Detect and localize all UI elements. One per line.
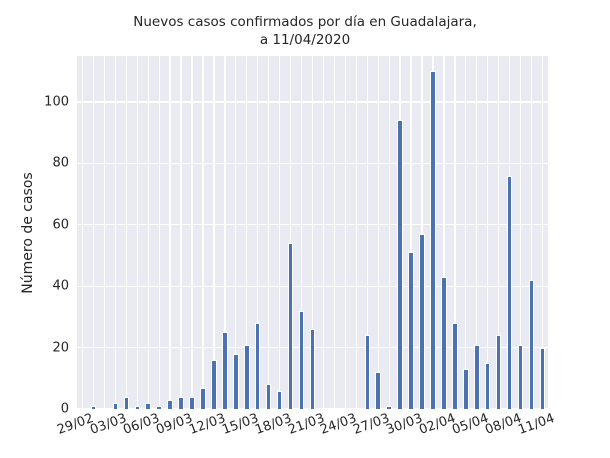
v-gridline <box>158 56 160 409</box>
bar-05-03 <box>134 405 140 409</box>
v-gridline <box>268 56 270 409</box>
v-gridline <box>498 56 500 409</box>
v-gridline <box>300 56 303 409</box>
bar-18-03 <box>276 390 283 409</box>
v-gridline <box>180 56 182 409</box>
v-gridline <box>410 56 412 409</box>
v-gridline <box>377 56 379 409</box>
bar-28-03 <box>386 405 392 409</box>
v-gridline <box>541 56 544 409</box>
bar-17-03 <box>265 384 272 409</box>
v-gridline <box>454 56 456 409</box>
bar-13-03 <box>222 332 228 409</box>
bar-20-03 <box>298 310 305 409</box>
v-gridline <box>136 56 138 409</box>
bar-12-03 <box>211 359 217 409</box>
bar-01-03 <box>90 405 97 409</box>
v-gridline <box>213 56 215 409</box>
bar-02-04 <box>441 277 447 409</box>
bar-03-04 <box>452 323 458 409</box>
chart-title: Nuevos casos confirmados por día en Guad… <box>133 14 477 30</box>
v-gridline <box>388 56 390 409</box>
v-gridline <box>355 56 357 409</box>
v-gridline <box>147 56 149 409</box>
v-gridline <box>114 56 116 409</box>
bar-06-03 <box>145 402 151 409</box>
chart-subtitle: a 11/04/2020 <box>259 32 351 48</box>
v-gridline <box>530 56 533 409</box>
v-gridline <box>191 56 193 409</box>
v-gridline <box>519 56 522 409</box>
bar-04-03 <box>123 396 130 409</box>
v-gridline <box>278 56 281 409</box>
bar-27-03 <box>375 372 381 409</box>
x-tick-label: 11/04 <box>515 411 557 438</box>
v-gridline <box>224 56 226 409</box>
bar-08-04 <box>506 175 513 409</box>
bar-19-03 <box>287 243 294 409</box>
v-gridline <box>235 56 237 409</box>
v-gridline <box>487 56 489 409</box>
v-gridline <box>246 56 248 409</box>
v-gridline <box>125 56 127 409</box>
plot-area <box>77 56 548 409</box>
bar-16-03 <box>254 323 261 409</box>
bar-14-03 <box>233 353 239 409</box>
bar-04-04 <box>463 369 469 409</box>
v-gridline <box>344 56 346 409</box>
bar-30-03 <box>408 252 414 409</box>
bar-11-03 <box>200 387 206 409</box>
bar-09-03 <box>178 396 184 409</box>
v-gridline <box>81 56 84 409</box>
bar-05-04 <box>474 344 480 409</box>
v-gridline <box>311 56 314 409</box>
bar-06-04 <box>485 362 491 409</box>
v-gridline <box>443 56 445 409</box>
v-gridline <box>103 56 106 409</box>
bar-01-04 <box>430 71 436 409</box>
v-gridline <box>202 56 204 409</box>
y-tick-label: 0 <box>60 401 69 417</box>
bar-31-03 <box>419 234 425 409</box>
bar-08-03 <box>167 399 173 409</box>
v-gridline <box>333 56 336 409</box>
bar-15-03 <box>244 344 250 409</box>
bar-09-04 <box>517 344 524 409</box>
y-tick-label: 60 <box>52 217 69 233</box>
v-gridline <box>169 56 171 409</box>
bar-21-03 <box>309 329 316 409</box>
y-tick-label: 80 <box>52 155 69 171</box>
v-gridline <box>92 56 95 409</box>
v-gridline <box>421 56 423 409</box>
v-gridline <box>366 56 368 409</box>
y-tick-label: 40 <box>52 278 69 294</box>
v-gridline <box>257 56 259 409</box>
v-gridline <box>289 56 292 409</box>
bar-29-03 <box>397 120 403 409</box>
v-gridline <box>322 56 325 409</box>
bar-11-04 <box>539 347 546 409</box>
bar-10-03 <box>189 396 195 409</box>
bar-26-03 <box>364 335 370 409</box>
bar-10-04 <box>528 280 535 409</box>
y-axis-label: Número de casos <box>20 172 36 294</box>
v-gridline <box>476 56 478 409</box>
y-tick-label: 100 <box>44 94 69 110</box>
bar-07-03 <box>156 405 162 409</box>
v-gridline <box>465 56 467 409</box>
bar-03-03 <box>112 402 119 409</box>
bar-07-04 <box>495 335 502 409</box>
y-tick-label: 20 <box>52 340 69 356</box>
